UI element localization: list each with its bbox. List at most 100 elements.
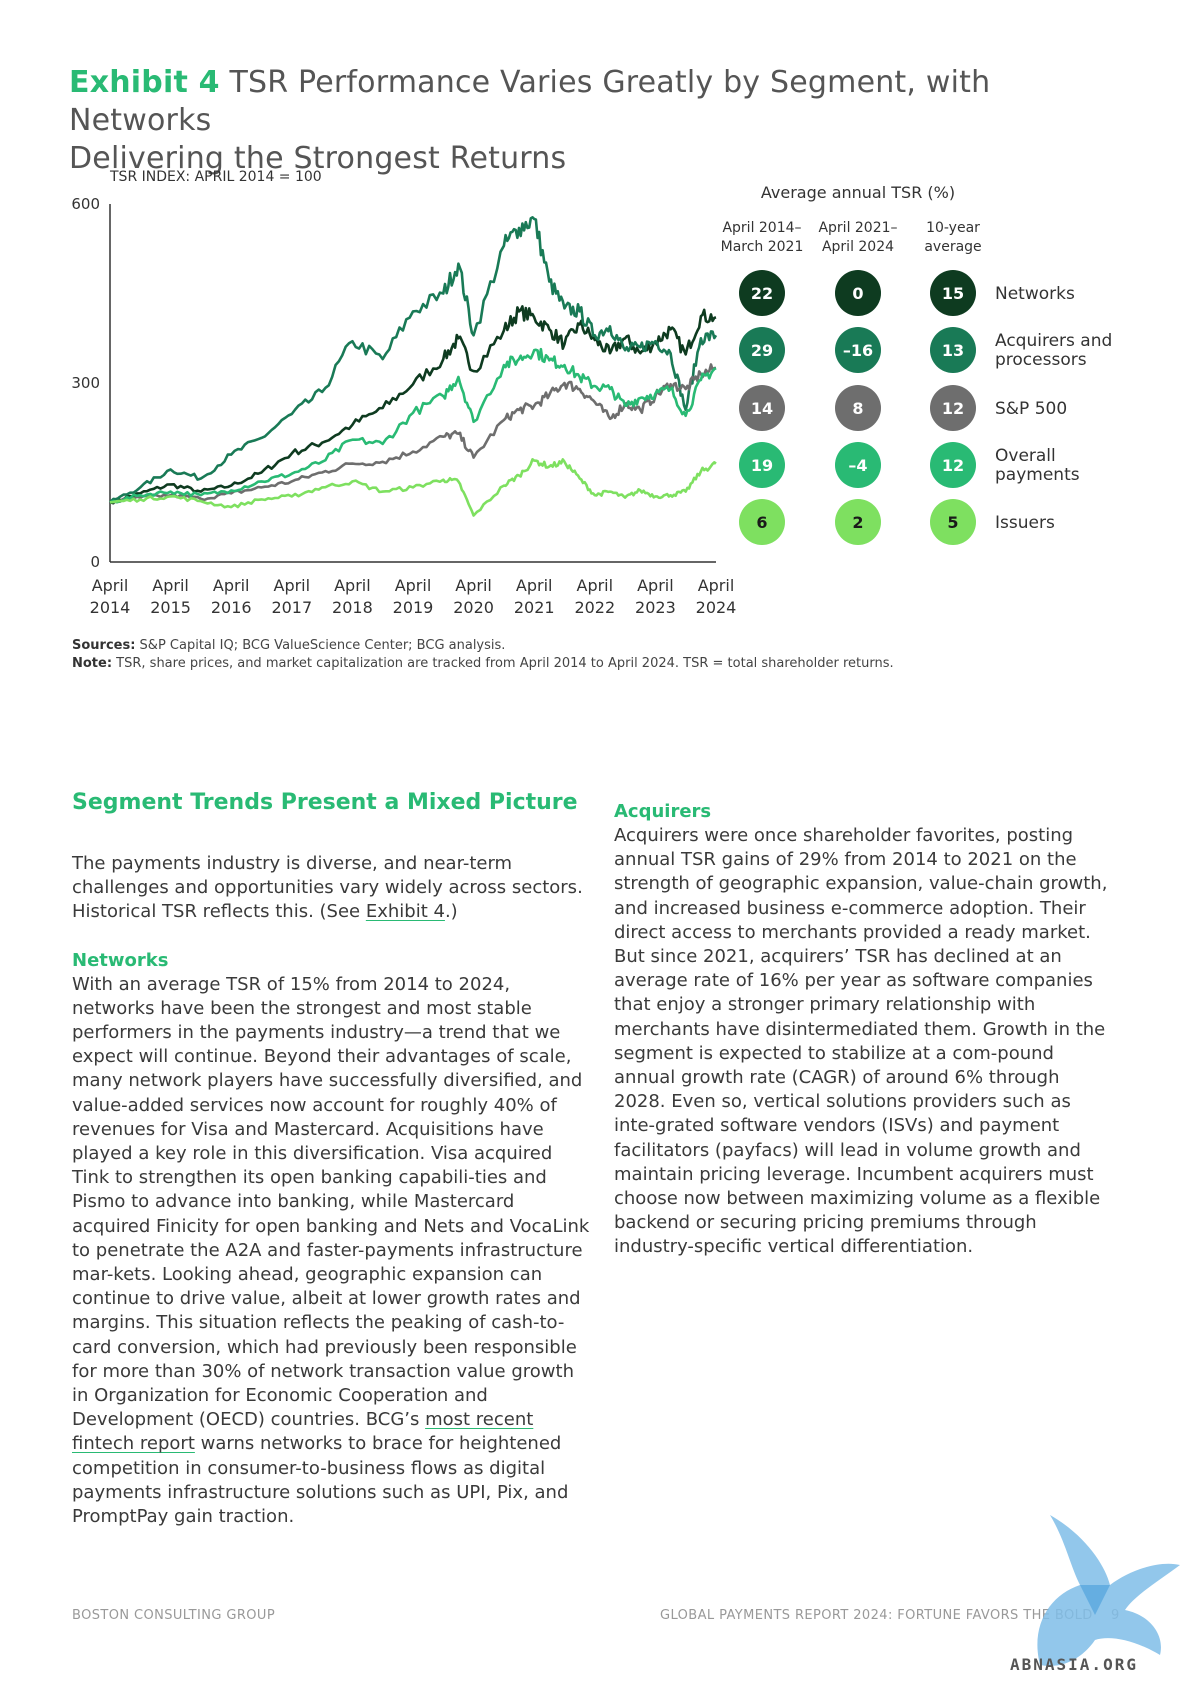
tsr-column-header-line2: March 2021 (721, 239, 804, 255)
series-line (109, 347, 717, 504)
networks-text-end: warns networks to brace for heightened c… (72, 1433, 569, 1528)
x-tick-label-month: April (637, 576, 674, 595)
tsr-value-label: –4 (848, 456, 867, 475)
y-tick-label: 0 (90, 553, 100, 571)
exhibit-link[interactable]: Exhibit 4 (365, 901, 445, 923)
tsr-value-label: 2 (852, 513, 863, 532)
tsr-value-label: 19 (751, 456, 773, 475)
exhibit-title-line1: TSR Performance Varies Greatly by Segmen… (69, 65, 991, 138)
tsr-value-circle (835, 385, 881, 431)
networks-heading: Networks (72, 949, 169, 971)
tsr-value-circle (739, 327, 785, 373)
intro-text-end: .) (444, 901, 458, 923)
tsr-value-circle (835, 327, 881, 373)
x-tick-label-year: 2017 (271, 598, 312, 617)
x-tick-label-year: 2015 (150, 598, 191, 617)
tsr-column-header-line1: April 2021– (818, 220, 897, 236)
x-tick-label-year: 2021 (514, 598, 555, 617)
tsr-value-label: 8 (852, 399, 863, 418)
watermark-text: ABNASIA.ORG (1010, 1655, 1138, 1674)
tsr-row-label: Issuers (995, 513, 1055, 533)
tsr-value-label: 6 (756, 513, 767, 532)
tsr-value-circle (930, 270, 976, 316)
tsr-value-circle (739, 499, 785, 545)
y-index-label: TSR INDEX: APRIL 2014 = 100 (109, 169, 322, 185)
fintech-report-link[interactable]: most recent fintech report (72, 1409, 534, 1455)
tsr-value-circle (930, 327, 976, 373)
left-column: The payments industry is diverse, and ne… (72, 852, 592, 1529)
tsr-value-label: –16 (843, 341, 873, 360)
tsr-value-label: 12 (942, 399, 964, 418)
x-tick-label-month: April (274, 576, 311, 595)
y-tick-label: 300 (71, 374, 100, 392)
tsr-row-label-line2: processors (995, 350, 1087, 370)
x-tick-label-year: 2023 (635, 598, 676, 617)
tsr-value-circle (835, 499, 881, 545)
tsr-value-circle (930, 385, 976, 431)
tsr-column-header-line1: 10-year (926, 220, 980, 236)
x-tick-label-month: April (698, 576, 735, 595)
x-tick-label-month: April (516, 576, 553, 595)
chart-sources: Sources: S&P Capital IQ; BCG ValueScienc… (72, 637, 1122, 673)
x-tick-label-month: April (577, 576, 614, 595)
tsr-value-circle (739, 385, 785, 431)
intro-text: The payments industry is diverse, and ne… (72, 853, 583, 923)
networks-text: With an average TSR of 15% from 2014 to … (72, 973, 590, 1431)
acquirers-paragraph: Acquirers were once shareholder favorite… (614, 825, 1108, 1258)
watermark-bird-icon (1037, 1515, 1180, 1666)
series-line (109, 458, 717, 517)
tsr-value-label: 15 (942, 284, 964, 303)
tsr-row-label-line1: Overall (995, 446, 1056, 466)
tsr-table-heading: Average annual TSR (%) (761, 183, 955, 202)
x-tick-label-year: 2018 (332, 598, 373, 617)
tsr-value-label: 0 (852, 284, 863, 303)
exhibit-title-line2: Delivering the Strongest Returns (69, 141, 567, 176)
x-tick-label-month: April (395, 576, 432, 595)
tsr-row-label-line2: payments (995, 465, 1080, 485)
exhibit-label: Exhibit 4 (69, 65, 220, 100)
tsr-row-label: Networks (995, 284, 1075, 304)
tsr-value-circle (835, 270, 881, 316)
footer-right: GLOBAL PAYMENTS REPORT 2024: FORTUNE FAV… (660, 1608, 1093, 1623)
tsr-chart: TSR INDEX: APRIL 2014 = 100 0 300 600 April 2… (71, 169, 1112, 617)
intro-paragraph: The payments industry is diverse, and ne… (72, 852, 592, 925)
tsr-column-header-line2: April 2024 (822, 239, 894, 255)
tsr-value-label: 12 (942, 456, 964, 475)
tsr-value-label: 13 (942, 341, 964, 360)
x-tick-label-year: 2019 (393, 598, 434, 617)
x-tick-label-month: April (152, 576, 189, 595)
sources-label: Sources: (72, 638, 136, 653)
right-column: Acquirers Acquirers were once shareholde… (614, 800, 1114, 1260)
x-tick-label-month: April (334, 576, 371, 595)
tsr-row-label-line1: Acquirers and (995, 331, 1112, 351)
tsr-value-circle (739, 442, 785, 488)
sources-text: S&P Capital IQ; BCG ValueScience Center;… (135, 638, 506, 653)
tsr-column-header-line1: April 2014– (722, 220, 801, 236)
tsr-value-circle (739, 270, 785, 316)
tsr-value-label: 5 (947, 513, 958, 532)
x-tick-label-month: April (455, 576, 492, 595)
note-label: Note: (72, 656, 113, 671)
acquirers-heading: Acquirers (614, 801, 712, 822)
tsr-value-label: 29 (751, 341, 773, 360)
networks-paragraph: With an average TSR of 15% from 2014 to … (72, 973, 592, 1530)
x-tick-label-year: 2014 (90, 598, 131, 617)
footer-left: BOSTON CONSULTING GROUP (72, 1608, 276, 1623)
tsr-row-label: S&P 500 (995, 399, 1067, 419)
section-title: Segment Trends Present a Mixed Picture (72, 790, 578, 815)
tsr-value-circle (835, 442, 881, 488)
tsr-value-circle (930, 499, 976, 545)
x-tick-label-month: April (92, 576, 129, 595)
y-tick-label: 600 (71, 195, 100, 213)
x-tick-label-year: 2016 (211, 598, 252, 617)
series-line (109, 216, 718, 504)
tsr-value-label: 14 (751, 399, 773, 418)
series-line (109, 363, 716, 504)
x-tick-label-year: 2020 (453, 598, 494, 617)
x-tick-label-month: April (213, 576, 250, 595)
note-text: TSR, share prices, and market capitaliza… (112, 656, 894, 671)
tsr-value-circle (930, 442, 976, 488)
exhibit-title: Exhibit 4 TSR Performance Varies Greatly… (69, 64, 1119, 178)
x-tick-label-year: 2024 (696, 598, 737, 617)
tsr-value-label: 22 (751, 284, 773, 303)
